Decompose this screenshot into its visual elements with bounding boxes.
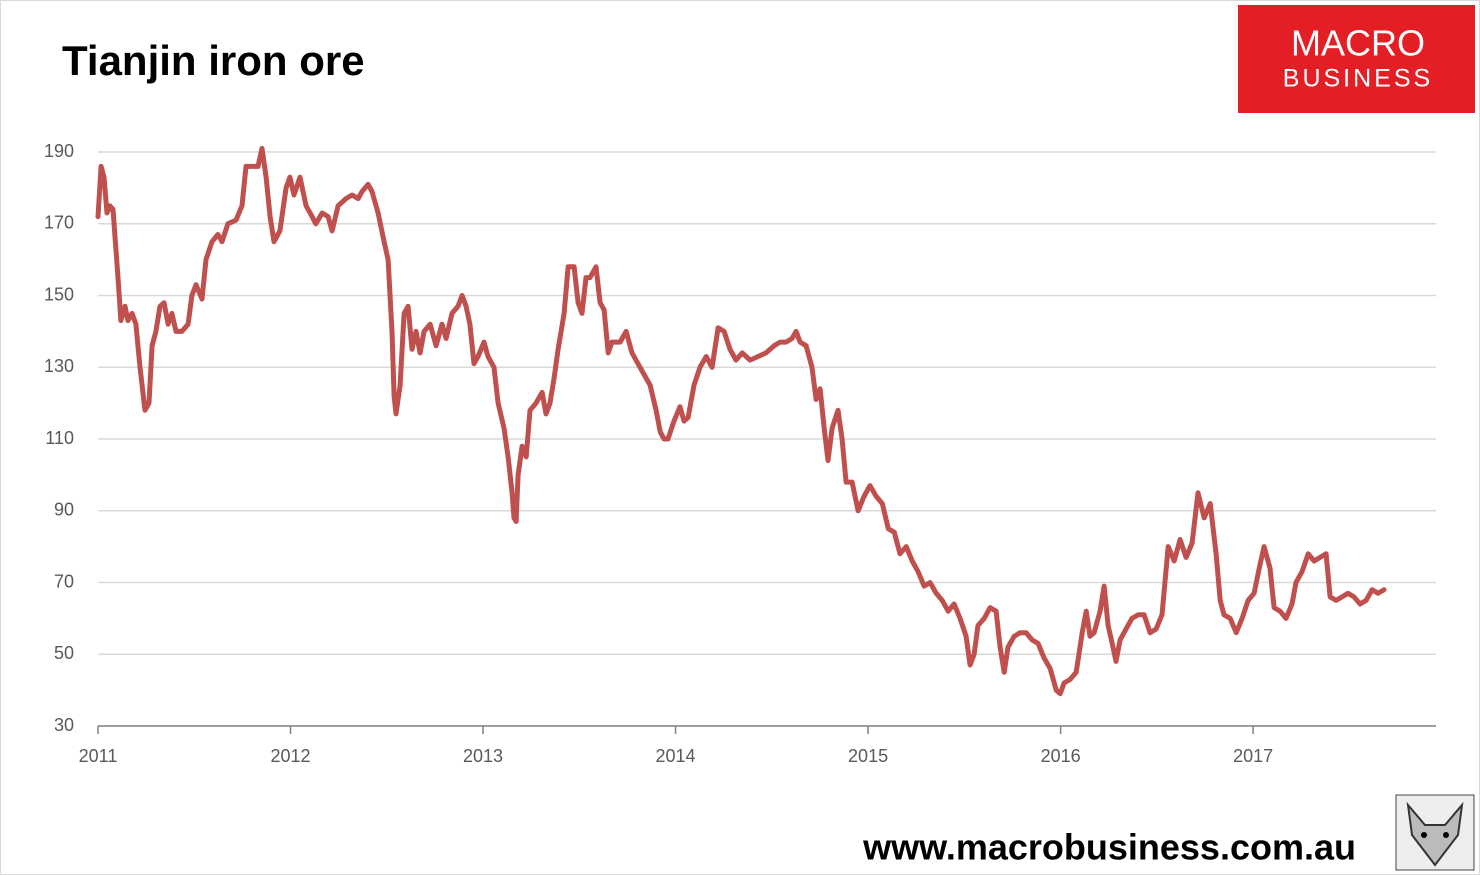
y-tick-label: 110 — [45, 428, 74, 448]
y-tick-label: 130 — [44, 356, 74, 376]
logo-text: BUSINESS — [1283, 65, 1433, 93]
x-tick-label: 2015 — [848, 746, 888, 766]
x-tick-label: 2013 — [463, 746, 503, 766]
fox-icon — [1395, 794, 1475, 871]
x-tick-label: 2012 — [270, 746, 310, 766]
y-tick-label: 30 — [54, 715, 74, 735]
source-url: www.macrobusiness.com.au — [862, 827, 1356, 868]
y-tick-label: 50 — [54, 643, 74, 663]
logo-box — [1238, 5, 1475, 113]
x-tick-label: 2014 — [656, 746, 696, 766]
y-tick-label: 70 — [54, 571, 74, 591]
x-tick-label: 2016 — [1041, 746, 1081, 766]
y-tick-label: 150 — [44, 284, 74, 304]
x-tick-label: 2011 — [79, 746, 118, 766]
y-tick-label: 90 — [54, 500, 74, 520]
y-tick-label: 190 — [44, 141, 74, 161]
chart-title: Tianjin iron ore — [62, 37, 365, 84]
logo-text: MACRO — [1291, 23, 1425, 64]
y-tick-label: 170 — [44, 213, 74, 233]
x-tick-label: 2017 — [1233, 746, 1273, 766]
data-line — [95, 145, 1387, 697]
